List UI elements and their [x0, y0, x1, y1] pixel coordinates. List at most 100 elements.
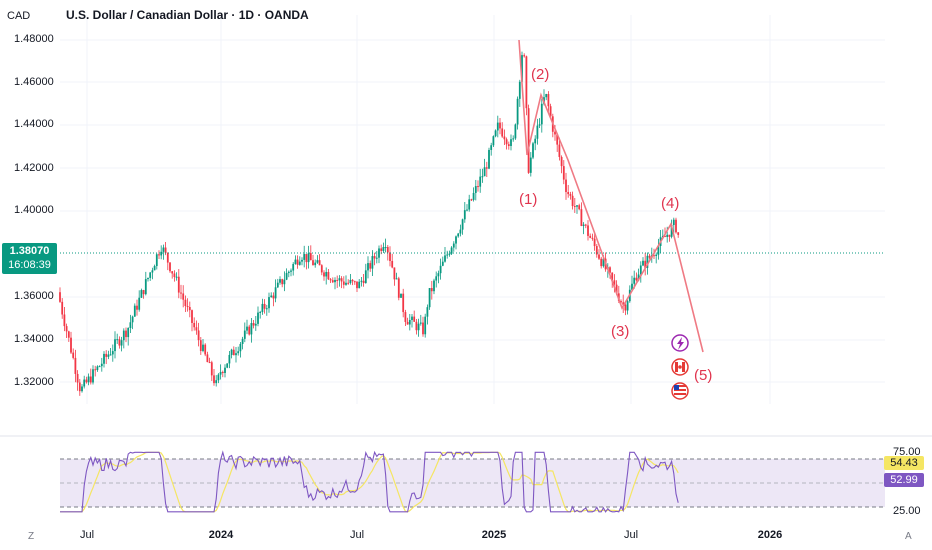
candle-body[interactable]: [250, 323, 253, 335]
candle-body[interactable]: [338, 278, 341, 281]
candle-body[interactable]: [373, 256, 376, 259]
candle-body[interactable]: [307, 253, 310, 263]
candle-body[interactable]: [419, 322, 422, 324]
candle-body[interactable]: [349, 279, 352, 283]
candle-body[interactable]: [81, 386, 83, 392]
candle-body[interactable]: [127, 327, 130, 338]
candle-body[interactable]: [664, 236, 666, 238]
candle-body[interactable]: [518, 81, 521, 99]
candle-body[interactable]: [545, 94, 548, 98]
candle-body[interactable]: [620, 301, 622, 303]
candle-body[interactable]: [490, 145, 493, 150]
candle-body[interactable]: [103, 353, 105, 364]
candle-body[interactable]: [576, 205, 578, 207]
candle-body[interactable]: [402, 293, 405, 313]
candle-body[interactable]: [94, 369, 97, 371]
candle-body[interactable]: [323, 272, 325, 277]
canada-flag-icon[interactable]: [671, 358, 689, 376]
candle-body[interactable]: [499, 122, 501, 129]
candle-body[interactable]: [92, 369, 94, 383]
candle-body[interactable]: [567, 192, 570, 195]
candle-body[interactable]: [536, 125, 539, 139]
candle-body[interactable]: [573, 206, 576, 208]
candle-body[interactable]: [296, 259, 299, 265]
candle-body[interactable]: [195, 327, 198, 331]
candle-body[interactable]: [624, 304, 627, 311]
candle-body[interactable]: [367, 263, 369, 271]
candle-body[interactable]: [270, 295, 273, 298]
candle-body[interactable]: [404, 312, 407, 322]
candle-body[interactable]: [655, 254, 658, 256]
candle-body[interactable]: [61, 301, 64, 315]
candle-body[interactable]: [285, 273, 288, 280]
candle-body[interactable]: [666, 234, 669, 237]
candle-body[interactable]: [219, 371, 222, 375]
candle-body[interactable]: [158, 254, 160, 256]
candle-body[interactable]: [439, 265, 442, 274]
candle-body[interactable]: [369, 263, 372, 269]
candle-body[interactable]: [600, 258, 603, 267]
candle-body[interactable]: [336, 279, 339, 281]
candle-body[interactable]: [507, 144, 510, 146]
candle-body[interactable]: [395, 278, 398, 280]
candle-body[interactable]: [494, 130, 497, 137]
candle-body[interactable]: [428, 288, 431, 308]
candle-body[interactable]: [345, 282, 347, 285]
candle-body[interactable]: [312, 260, 314, 266]
candle-body[interactable]: [263, 303, 266, 309]
candle-body[interactable]: [554, 131, 556, 135]
candle-body[interactable]: [589, 235, 592, 238]
candle-body[interactable]: [582, 224, 585, 226]
candle-body[interactable]: [116, 339, 119, 341]
candle-body[interactable]: [248, 326, 251, 335]
candle-body[interactable]: [653, 255, 655, 257]
candle-body[interactable]: [129, 322, 132, 328]
candle-body[interactable]: [430, 288, 433, 292]
candle-body[interactable]: [492, 136, 495, 146]
candle-body[interactable]: [631, 283, 633, 290]
last-price-badge[interactable]: 1.38070 16:08:39: [2, 243, 57, 274]
candle-body[interactable]: [149, 272, 152, 278]
candle-body[interactable]: [265, 308, 268, 310]
candle-body[interactable]: [615, 284, 618, 294]
candle-body[interactable]: [70, 337, 72, 353]
candle-body[interactable]: [675, 219, 677, 233]
candle-body[interactable]: [356, 281, 358, 289]
candle-body[interactable]: [386, 247, 389, 253]
candle-body[interactable]: [444, 255, 446, 262]
candle-body[interactable]: [532, 143, 534, 158]
candle-body[interactable]: [171, 271, 174, 274]
candle-body[interactable]: [74, 357, 77, 374]
candle-body[interactable]: [118, 339, 121, 346]
candle-body[interactable]: [59, 292, 61, 302]
candle-body[interactable]: [584, 224, 587, 226]
candle-body[interactable]: [305, 254, 308, 263]
candle-body[interactable]: [657, 245, 660, 255]
candle-body[interactable]: [406, 321, 409, 325]
candle-body[interactable]: [261, 303, 264, 312]
candle-body[interactable]: [186, 306, 189, 308]
candle-body[interactable]: [380, 248, 383, 251]
candle-body[interactable]: [114, 339, 116, 352]
candle-body[interactable]: [457, 233, 460, 237]
candle-body[interactable]: [162, 247, 165, 252]
candle-body[interactable]: [633, 277, 636, 284]
candle-body[interactable]: [160, 251, 163, 256]
candle-body[interactable]: [547, 94, 550, 107]
candle-body[interactable]: [411, 316, 413, 321]
candle-body[interactable]: [272, 295, 275, 299]
candle-body[interactable]: [389, 252, 391, 261]
candle-body[interactable]: [424, 316, 427, 335]
candle-body[interactable]: [67, 331, 70, 338]
candle-body[interactable]: [133, 305, 136, 317]
candle-body[interactable]: [593, 238, 596, 247]
candle-body[interactable]: [283, 279, 286, 285]
candle-body[interactable]: [164, 247, 167, 253]
candle-body[interactable]: [144, 279, 147, 295]
candle-body[interactable]: [516, 98, 519, 125]
candle-body[interactable]: [393, 267, 396, 280]
candle-body[interactable]: [505, 139, 508, 145]
candle-body[interactable]: [510, 139, 512, 146]
candle-body[interactable]: [96, 366, 99, 370]
candle-body[interactable]: [598, 254, 600, 259]
